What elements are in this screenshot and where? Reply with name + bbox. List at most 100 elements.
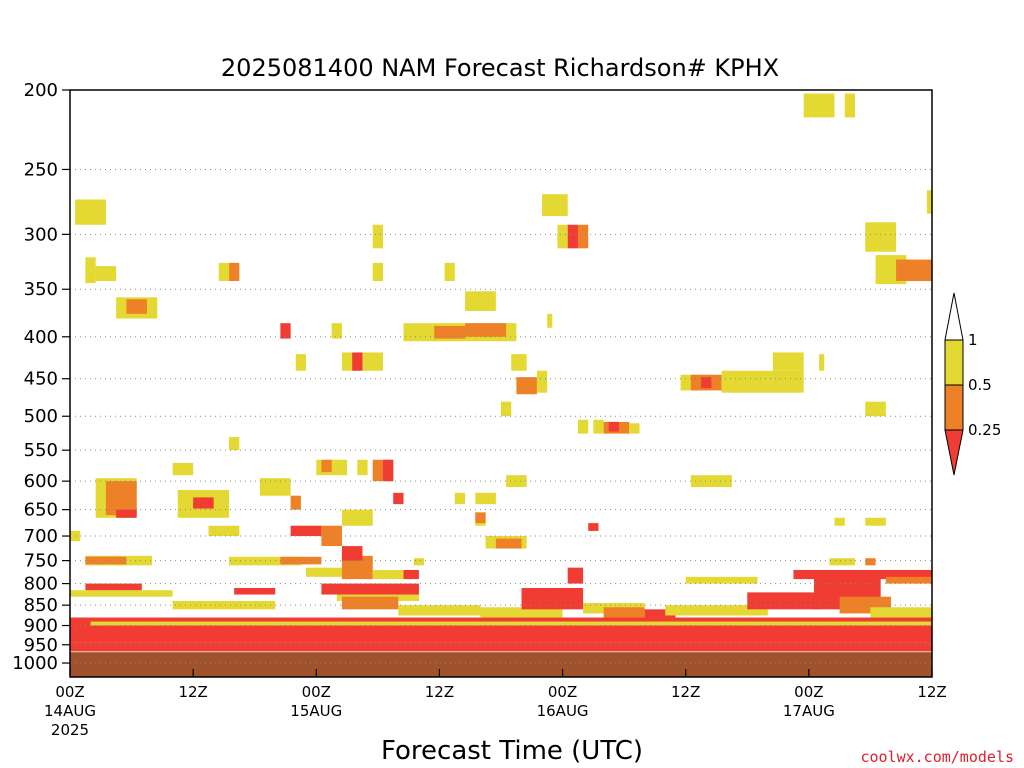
y-tick-label-800: 800 bbox=[24, 574, 58, 595]
ri-patch-46 bbox=[229, 436, 240, 451]
ri-patch-9 bbox=[444, 262, 455, 282]
ri-patch-106 bbox=[665, 605, 768, 616]
y-tick-label-550: 550 bbox=[24, 440, 58, 461]
ri-patch-47 bbox=[172, 462, 194, 476]
ri-patch-10 bbox=[465, 291, 496, 311]
ri-patch-5 bbox=[218, 262, 230, 282]
ri-patch-65 bbox=[454, 492, 466, 505]
ri-patch-100 bbox=[480, 607, 563, 618]
y-tick-label-950: 950 bbox=[24, 635, 58, 656]
ri-patch-97 bbox=[341, 596, 399, 610]
legend-swatch-0 bbox=[944, 292, 964, 341]
ri-patch-88 bbox=[865, 558, 876, 566]
ri-patch-16 bbox=[295, 354, 307, 371]
ri-patch-101 bbox=[521, 588, 584, 610]
ri-patch-68 bbox=[475, 512, 486, 524]
plot-area bbox=[70, 93, 932, 677]
x-tick-label-24-0: 00Z bbox=[302, 683, 331, 701]
ri-patch-25 bbox=[557, 224, 568, 249]
ri-patch-7 bbox=[372, 224, 383, 249]
legend: 1 0.5 0.25 bbox=[944, 292, 1001, 476]
ri-patch-112 bbox=[90, 621, 932, 626]
ri-patch-6 bbox=[229, 262, 240, 282]
ri-patch-61 bbox=[357, 459, 368, 476]
plot-frame bbox=[69, 89, 933, 678]
ri-patch-20 bbox=[511, 354, 527, 371]
ri-patch-49 bbox=[105, 481, 137, 516]
ri-patch-12 bbox=[434, 325, 466, 339]
ri-patch-59 bbox=[290, 525, 322, 537]
ri-patch-22 bbox=[516, 377, 537, 395]
ri-patch-102 bbox=[567, 567, 584, 584]
x-tick-label-0-2: 2025 bbox=[51, 721, 89, 739]
ri-patch-113 bbox=[70, 627, 932, 643]
y-tick-label-750: 750 bbox=[24, 551, 58, 572]
ri-patch-81 bbox=[306, 567, 342, 577]
ri-patch-99 bbox=[398, 605, 481, 616]
ri-patch-71 bbox=[506, 475, 527, 488]
ri-patch-87 bbox=[829, 558, 856, 566]
y-axis: 200 250 300 350 400 450 500 550 600 650 700 7508008… bbox=[12, 80, 70, 674]
ri-patch-66 bbox=[475, 492, 496, 505]
ri-patch-89 bbox=[685, 576, 758, 584]
ri-patch-0 bbox=[75, 199, 106, 225]
ri-patch-28 bbox=[577, 419, 589, 434]
ri-patch-74 bbox=[834, 517, 845, 526]
ri-patch-53 bbox=[208, 525, 240, 537]
ri-patch-57 bbox=[321, 459, 332, 473]
ri-patch-96 bbox=[336, 590, 419, 601]
ri-patch-75 bbox=[865, 517, 886, 526]
ri-patch-60 bbox=[321, 525, 342, 547]
legend-label-0: 1 bbox=[968, 331, 978, 349]
x-tick-label-48-1: 16AUG bbox=[537, 702, 589, 720]
ri-patch-63 bbox=[382, 459, 394, 482]
ri-patch-8 bbox=[372, 262, 383, 282]
ri-patch-31 bbox=[608, 421, 620, 432]
x-tick-label-24-1: 15AUG bbox=[290, 702, 342, 720]
x-tick-label-12-0: 12Z bbox=[178, 683, 207, 701]
ri-patch-26 bbox=[567, 224, 578, 249]
ri-patch-64 bbox=[393, 492, 404, 505]
ri-patch-41 bbox=[865, 222, 897, 252]
y-tick-label-350: 350 bbox=[24, 279, 58, 300]
legend-swatch-1 bbox=[944, 339, 964, 386]
y-tick-label-900: 900 bbox=[24, 616, 58, 637]
x-tick-label-0-1: 14AUG bbox=[44, 702, 96, 720]
chart-title: 2025081400 NAM Forecast Richardson# KPHX bbox=[221, 54, 779, 82]
ri-patch-58 bbox=[341, 509, 373, 526]
ri-patch-79 bbox=[229, 556, 301, 566]
ri-patch-54 bbox=[259, 478, 291, 496]
ri-patch-84 bbox=[372, 569, 409, 580]
ri-patch-18 bbox=[352, 352, 363, 371]
ri-patch-27 bbox=[577, 224, 589, 249]
ri-patch-93 bbox=[85, 583, 142, 591]
ri-patch-95 bbox=[234, 588, 276, 595]
ri-patch-38 bbox=[819, 354, 825, 371]
y-tick-label-1000: 1000 bbox=[12, 653, 58, 674]
ri-patch-24 bbox=[542, 194, 568, 217]
ri-patch-105 bbox=[644, 609, 676, 618]
x-axis-label: Forecast Time (UTC) bbox=[381, 736, 643, 766]
ri-patch-21 bbox=[536, 370, 548, 393]
ri-patch-35 bbox=[701, 377, 712, 389]
site-credit[interactable]: coolwx.com/models bbox=[860, 748, 1014, 766]
ri-patch-115 bbox=[70, 652, 932, 677]
ri-patch-72 bbox=[690, 475, 732, 488]
ri-patch-37 bbox=[772, 352, 804, 371]
ri-patch-50 bbox=[116, 509, 137, 518]
ri-patch-36 bbox=[721, 370, 804, 393]
ri-patch-23 bbox=[547, 313, 553, 328]
ri-patch-52 bbox=[193, 497, 214, 509]
y-tick-label-600: 600 bbox=[24, 471, 58, 492]
x-tick-label-84-0: 12Z bbox=[917, 683, 946, 701]
ri-patch-73 bbox=[588, 523, 599, 531]
ri-patch-2 bbox=[95, 266, 117, 282]
ri-patch-114 bbox=[70, 642, 932, 652]
ri-patch-107 bbox=[747, 592, 820, 610]
ri-patch-92 bbox=[70, 590, 173, 597]
ri-patch-94 bbox=[172, 600, 276, 610]
ri-patch-40 bbox=[844, 93, 856, 118]
ri-patch-19 bbox=[501, 401, 512, 417]
x-tick-label-0-0: 00Z bbox=[55, 683, 84, 701]
